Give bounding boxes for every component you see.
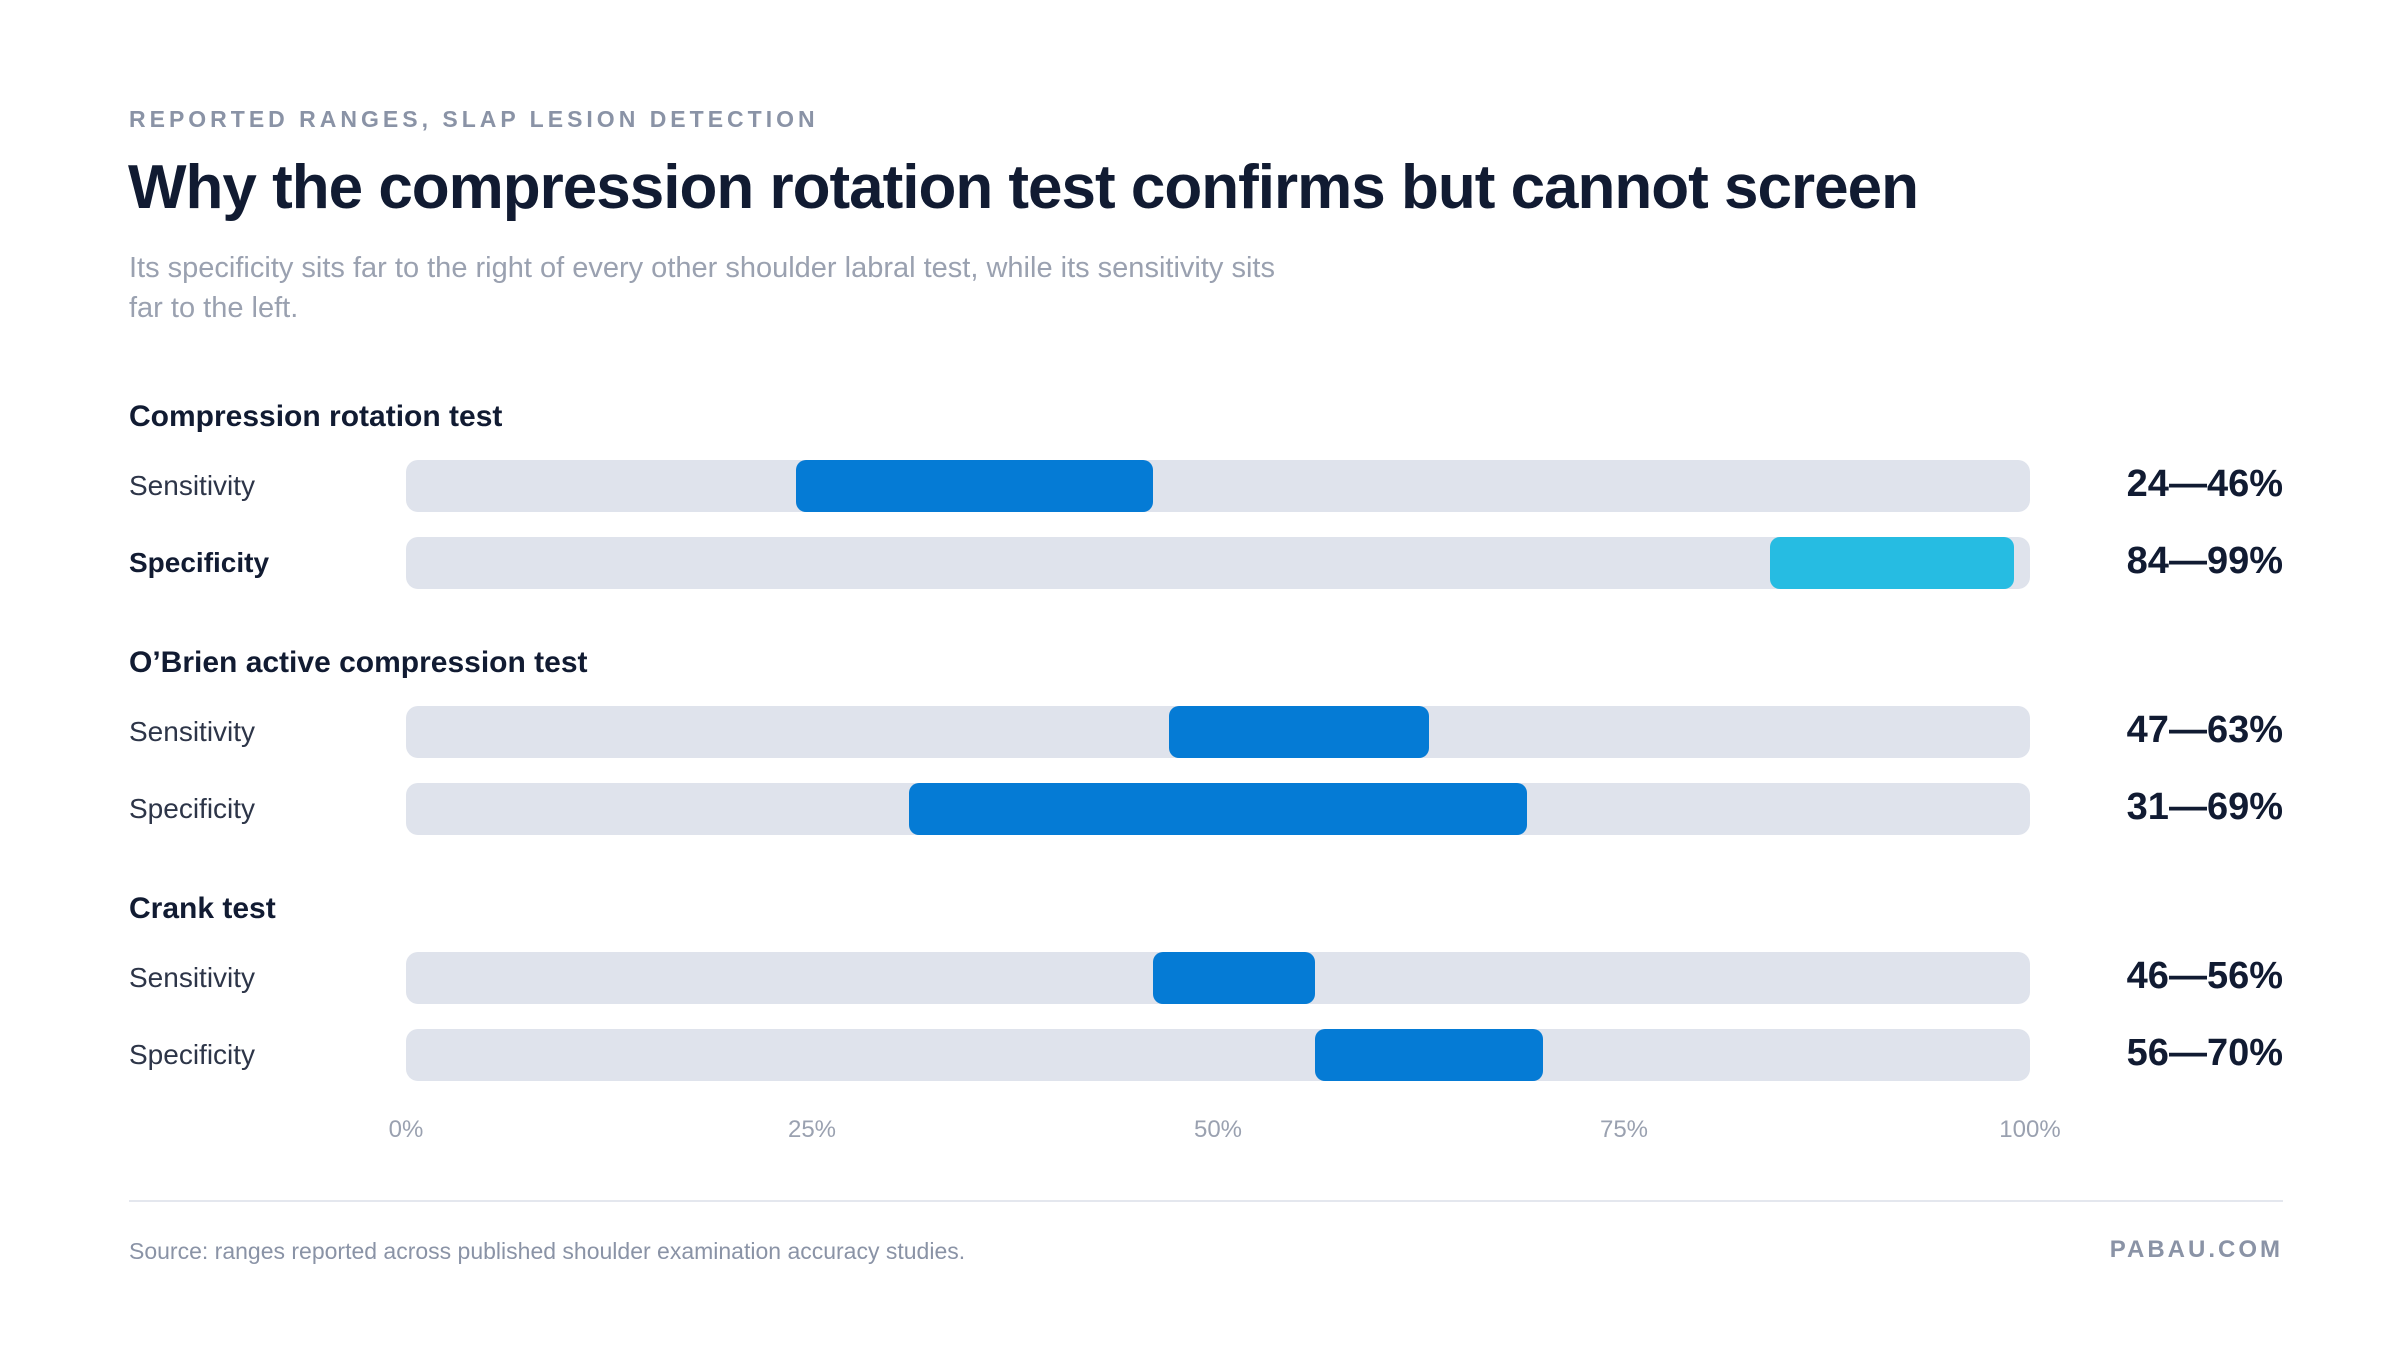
range-bar	[795, 460, 1154, 512]
row-label: Specificity	[129, 547, 270, 578]
range-track	[406, 952, 2030, 1004]
range-value-label: 56—70%	[2126, 1032, 2283, 1074]
range-bar	[909, 783, 1527, 835]
x-tick-label: 50%	[1193, 1116, 1243, 1143]
range-bar	[1169, 706, 1430, 758]
range-value-label: 84—99%	[2126, 540, 2283, 582]
range-track	[406, 1029, 2030, 1081]
range-value-label: 46—56%	[2126, 955, 2283, 997]
range-track	[406, 706, 2030, 758]
eyebrow-label: REPORTED RANGES, SLAP LESION DETECTION	[129, 106, 819, 132]
range-bar	[1153, 952, 1316, 1004]
row-label: Specificity	[129, 793, 256, 824]
range-value-label: 31—69%	[2126, 786, 2283, 828]
row-label: Sensitivity	[129, 962, 256, 993]
page-title: Why the compression rotation test confir…	[128, 153, 1919, 222]
row-label: Sensitivity	[129, 716, 256, 747]
x-tick-label: 100%	[1999, 1116, 2061, 1143]
range-bar	[1315, 1029, 1543, 1081]
x-tick-label: 0%	[388, 1116, 424, 1143]
page-subtitle: Its specificity sits far to the right of…	[129, 252, 1275, 324]
group-title: Crank test	[129, 892, 276, 925]
range-bar	[1770, 537, 2014, 589]
row-label: Sensitivity	[129, 470, 256, 501]
group-title: Compression rotation test	[129, 400, 503, 433]
source-note: Source: ranges reported across published…	[129, 1238, 966, 1264]
row-label: Specificity	[129, 1039, 256, 1070]
brand-label: PABAU.COM	[2109, 1236, 2283, 1263]
x-tick-label: 75%	[1599, 1116, 1649, 1143]
range-value-label: 47—63%	[2126, 709, 2283, 751]
footer-divider	[129, 1200, 2283, 1202]
range-track	[406, 537, 2030, 589]
range-track	[406, 783, 2030, 835]
group-title: O’Brien active compression test	[129, 646, 588, 679]
range-track	[406, 460, 2030, 512]
range-value-label: 24—46%	[2126, 463, 2283, 505]
x-tick-label: 25%	[787, 1116, 837, 1143]
